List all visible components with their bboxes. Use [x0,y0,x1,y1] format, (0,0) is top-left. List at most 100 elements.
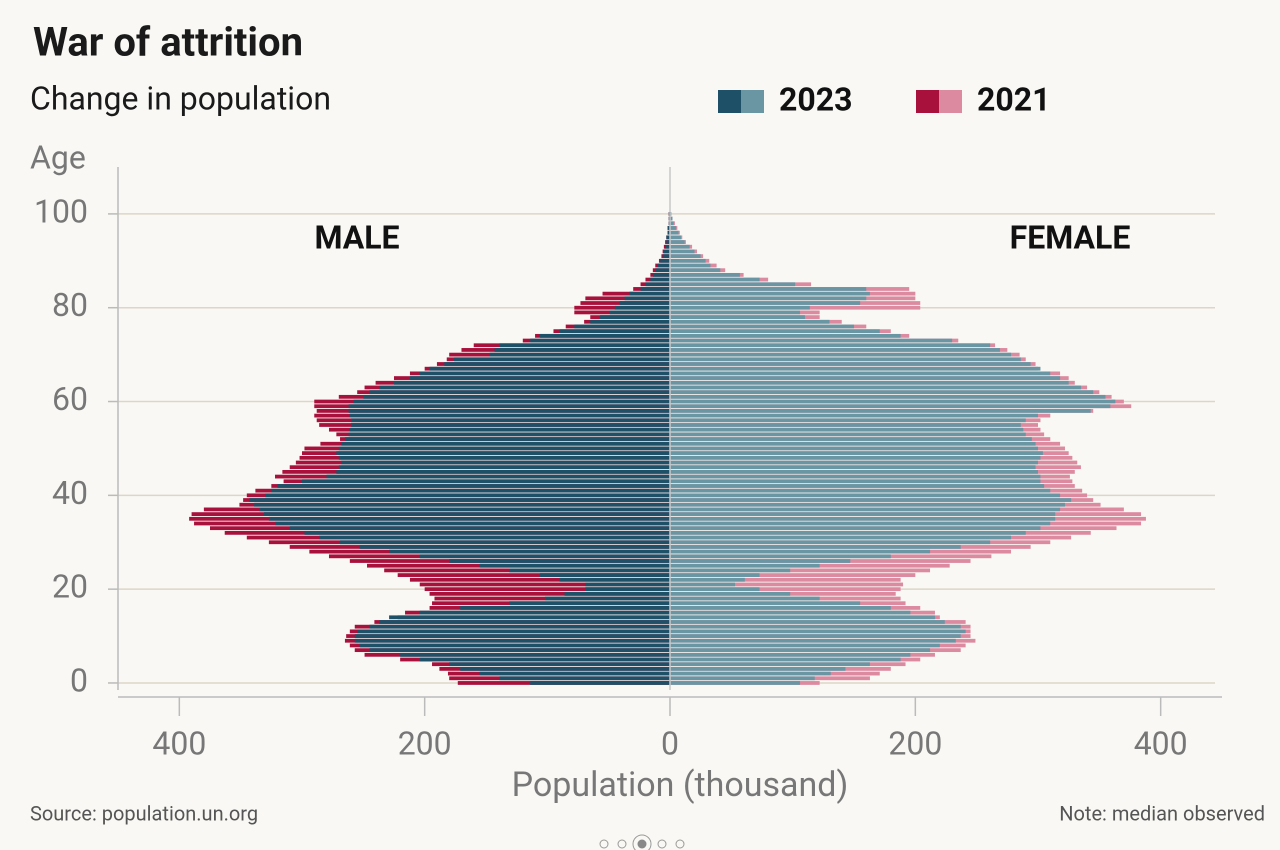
male-bar [268,516,670,521]
pager [599,834,685,850]
male-bar [302,479,670,484]
female-bar [670,554,891,559]
male-bar [263,512,670,516]
male-bar [429,591,670,596]
female-bar [670,263,711,268]
male-bar [326,474,670,479]
female-bar [670,666,846,671]
female-bar [670,268,721,273]
male-bar [359,643,670,648]
male-bar [351,423,670,427]
female-bar [670,573,760,577]
male-bar [351,418,670,423]
male-bar [354,634,670,638]
female-label: FEMALE [1010,218,1131,256]
female-bar [670,272,740,277]
female-bar [670,502,1065,507]
pager-dot-active[interactable] [632,834,652,850]
pager-dot[interactable] [617,839,627,849]
male-bar [657,263,670,268]
pager-dot[interactable] [675,839,685,849]
female-bar [670,221,674,226]
male-bar [564,591,670,596]
male-bar [489,352,670,357]
male-bar [662,254,670,259]
male-bar [419,554,670,559]
female-bar [670,479,1041,484]
male-bar [379,385,670,390]
male-bar [652,272,670,277]
pager-dot[interactable] [657,839,667,849]
male-bar [389,615,670,620]
male-bar [574,324,670,329]
female-bar [670,357,1021,362]
female-bar [670,568,791,573]
male-bar [354,638,670,643]
female-bar [670,418,1026,423]
male-bar [419,582,670,587]
male-bar [619,301,670,305]
male-bar [344,437,670,441]
female-bar [670,301,861,305]
female-bar [670,606,891,610]
male-bar [444,362,670,366]
male-bar [499,676,670,681]
female-bar [670,282,796,287]
y-tick-label: 60 [52,380,88,418]
male-bar [667,230,670,235]
female-bar [670,254,701,259]
female-bar [670,577,901,582]
female-bar [670,329,880,334]
male-bar [424,587,670,592]
male-bar [590,319,670,324]
legend-swatch [939,90,962,113]
male-bar [460,666,670,671]
female-bar [670,634,961,638]
female-bar [670,315,805,319]
female-bar [670,512,1056,516]
male-bar [338,455,670,460]
y-axis-label: Age [30,138,86,176]
female-bar [670,671,831,676]
male-bar [357,629,670,634]
x-tick-label: 400 [152,724,206,762]
female-bar [670,484,1045,488]
male-bar [667,226,670,230]
female-bar [670,324,854,329]
female-bar [670,465,1036,470]
female-bar [670,530,1026,535]
legend-label: 2021 [977,80,1050,118]
x-tick-label: 200 [888,724,942,762]
legend-swatch [741,90,764,113]
male-bar [353,399,670,404]
female-bar [670,319,830,324]
male-bar [254,502,670,507]
pager-dot[interactable] [599,839,609,849]
male-bar [614,305,670,310]
male-bar [660,258,670,263]
male-bar [429,366,670,371]
female-bar [670,385,1081,390]
female-bar [670,587,901,592]
female-bar [670,591,791,596]
male-bar [454,357,670,362]
female-bar [670,474,1041,479]
female-bar [670,352,1012,357]
female-bar [670,376,1061,380]
male-bar [304,530,670,535]
female-bar [670,446,1038,451]
female-bar [670,437,1032,441]
female-bar [670,216,673,221]
pager-dot-fill [637,839,647,849]
male-bar [585,587,670,592]
female-bar [670,620,945,624]
female-bar [670,652,911,657]
female-bar [670,413,1038,418]
male-bar [449,662,670,667]
y-tick-label: 0 [70,661,88,699]
female-bar [670,343,991,348]
female-bar [670,521,1051,526]
male-bar [338,446,670,451]
